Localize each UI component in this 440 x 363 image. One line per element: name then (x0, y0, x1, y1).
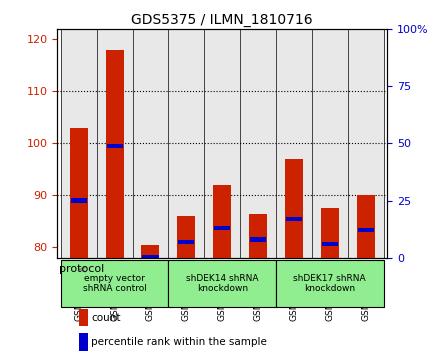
Bar (276, 29, 312, 258)
Bar (286, 217, 302, 221)
Bar (79, 309, 88, 326)
Text: shDEK17 shRNA
knockdown: shDEK17 shRNA knockdown (293, 273, 366, 293)
Bar (61, 29, 97, 258)
Bar (250, 237, 266, 241)
Text: protocol: protocol (59, 265, 104, 274)
Bar (79, 333, 88, 351)
Text: percentile rank within the sample: percentile rank within the sample (91, 337, 267, 347)
Bar (358, 228, 374, 232)
Title: GDS5375 / ILMN_1810716: GDS5375 / ILMN_1810716 (132, 13, 313, 26)
Bar (214, 226, 230, 230)
Text: empty vector
shRNA control: empty vector shRNA control (83, 273, 147, 293)
Bar (177, 216, 195, 258)
FancyBboxPatch shape (169, 260, 276, 307)
Bar (142, 245, 159, 258)
Bar (321, 208, 339, 258)
Bar (285, 159, 303, 258)
Bar (169, 29, 204, 258)
Bar (97, 29, 132, 258)
FancyBboxPatch shape (276, 260, 384, 307)
Bar (71, 199, 87, 203)
FancyBboxPatch shape (61, 260, 169, 307)
Bar (204, 29, 240, 258)
Bar (322, 242, 338, 246)
Text: shDEK14 shRNA
knockdown: shDEK14 shRNA knockdown (186, 273, 258, 293)
Text: count: count (91, 313, 121, 322)
Bar (178, 240, 194, 244)
Bar (106, 50, 124, 258)
Bar (70, 128, 88, 258)
Bar (249, 213, 267, 258)
Bar (132, 29, 169, 258)
Bar (106, 144, 123, 148)
Bar (348, 29, 384, 258)
Bar (357, 195, 374, 258)
Bar (143, 254, 158, 259)
Bar (312, 29, 348, 258)
Bar (213, 185, 231, 258)
Bar (240, 29, 276, 258)
